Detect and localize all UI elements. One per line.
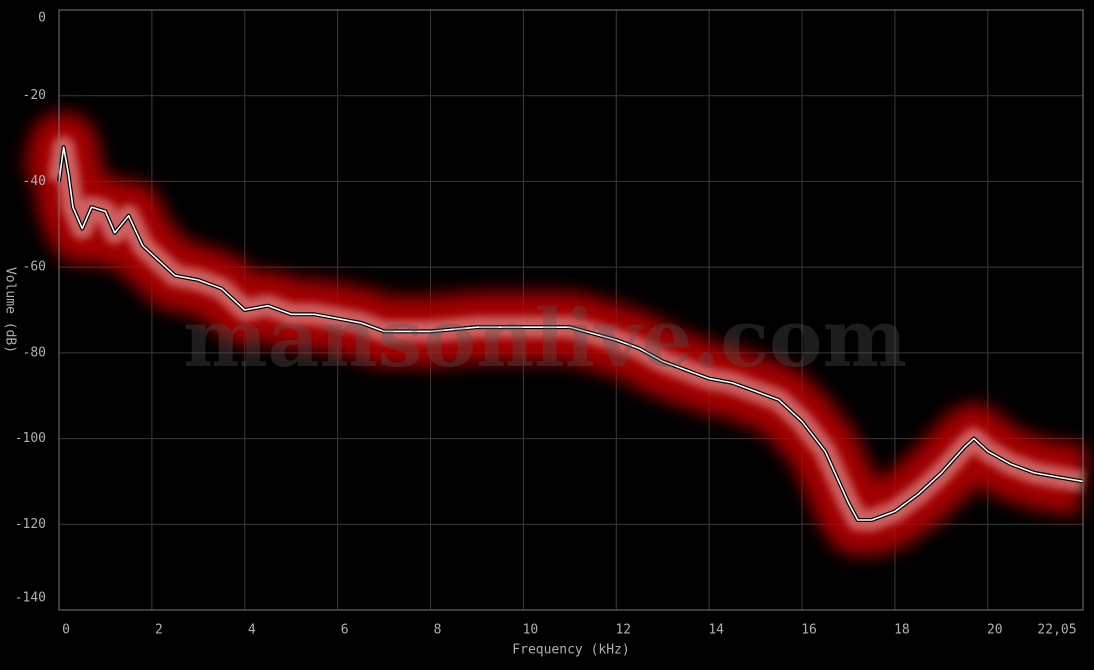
plot-border [58,9,1084,611]
x-tick-label: 6 [341,623,349,638]
y-tick-label: -20 [23,88,46,103]
x-tick-label: 12 [615,623,631,638]
x-tick-label: 22,05 [1037,623,1076,638]
watermark: mansonlive.com [183,291,907,385]
x-tick-label: 18 [894,623,910,638]
y-tick-label: -140 [15,591,46,606]
x-axis-label: Frequency (kHz) [512,643,629,658]
y-tick-label: -60 [23,260,46,275]
y-tick-label: -40 [23,174,46,189]
x-tick-label: 2 [155,623,163,638]
x-tick-label: 4 [248,623,256,638]
line [58,146,1084,521]
x-tick-label: 0 [62,623,70,638]
y-tick-label: 0 [38,11,46,26]
y-tick-label: -80 [23,345,46,360]
x-tick-label: 20 [987,623,1003,638]
x-tick-label: 10 [523,623,539,638]
x-tick-label: 8 [434,623,442,638]
x-tick-label: 16 [801,623,817,638]
marks [24,112,1093,555]
y-axis-label: Volume (dB) [3,267,18,353]
x-tick-label: 14 [708,623,724,638]
y-tick-label: -120 [15,517,46,532]
y-tick-label: -100 [15,431,46,446]
